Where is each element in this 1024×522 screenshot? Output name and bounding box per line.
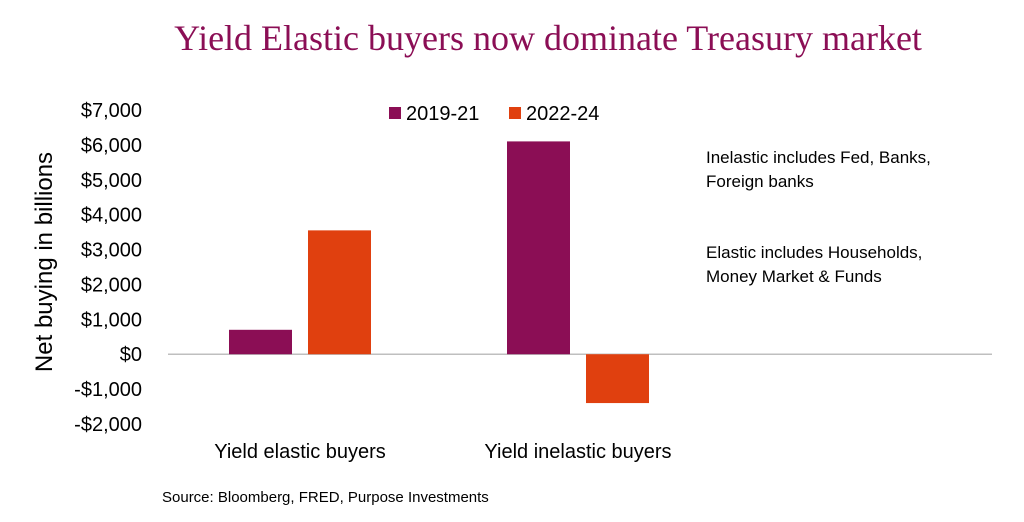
- legend-label-2019-21: 2019-21: [406, 103, 479, 125]
- y-tick-label: $6,000: [81, 135, 142, 157]
- y-tick-label: $7,000: [81, 100, 142, 122]
- y-tick-label: $1,000: [81, 309, 142, 331]
- bar-2022-24-inelastic: [586, 354, 649, 404]
- legend-swatch-2019-21: [389, 107, 401, 119]
- y-tick-label: $2,000: [81, 274, 142, 296]
- legend-swatch-2022-24: [509, 107, 521, 119]
- legend: 2019-21 2022-24: [389, 103, 599, 125]
- x-tick-label: Yield elastic buyers: [214, 441, 386, 463]
- bar-2019-21-elastic: [229, 329, 292, 355]
- y-axis-ticks: $7,000 $6,000 $5,000 $4,000 $3,000 $2,000 $1,0…: [74, 100, 142, 436]
- x-tick-label: Yield inelastic buyers: [484, 441, 671, 463]
- annotation-elastic-line-2: Money Market & Funds: [706, 267, 882, 286]
- source-note: Source: Bloomberg, FRED, Purpose Investm…: [162, 489, 489, 506]
- annotation-inelastic-line-1: Inelastic includes Fed, Banks,: [706, 148, 931, 167]
- bar-2022-24-elastic: [308, 230, 371, 355]
- annotations: Inelastic includes Fed, Banks, Foreign b…: [706, 148, 931, 286]
- y-tick-label: $3,000: [81, 240, 142, 262]
- y-tick-label: -$1,000: [74, 379, 142, 401]
- y-tick-label: $4,000: [81, 205, 142, 227]
- y-tick-label: $5,000: [81, 170, 142, 192]
- y-tick-label: $0: [120, 344, 142, 366]
- y-tick-label: -$2,000: [74, 414, 142, 436]
- legend-label-2022-24: 2022-24: [526, 103, 599, 125]
- annotation-inelastic-line-2: Foreign banks: [706, 172, 814, 191]
- annotation-elastic-line-1: Elastic includes Households,: [706, 243, 922, 262]
- bar-2019-21-inelastic: [507, 141, 570, 355]
- bars: [229, 141, 649, 404]
- chart-title: Yield Elastic buyers now dominate Treasu…: [174, 18, 922, 58]
- y-axis-title: Net buying in billions: [31, 152, 58, 372]
- x-axis-ticks: Yield elastic buyers Yield inelastic buye…: [214, 441, 671, 463]
